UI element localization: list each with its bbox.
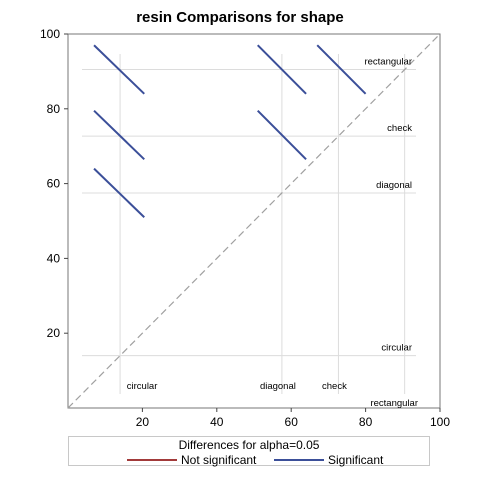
ref-label-bottom-circular: circular	[127, 381, 158, 392]
legend-item-not-significant: Not significant	[127, 453, 257, 467]
comparison-segment-3	[93, 167, 145, 218]
comparison-segment-4	[257, 44, 307, 95]
ref-label-right-check: check	[387, 123, 412, 134]
y-tick-label-100: 100	[40, 27, 60, 41]
y-tick-label-20: 20	[47, 326, 61, 340]
x-tick-label-20: 20	[136, 415, 150, 429]
ref-label-right-rectangular: rectangular	[364, 57, 412, 68]
chart-title: resin Comparisons for shape	[136, 9, 344, 26]
ref-label-bottom-rectangular: rectangular	[370, 398, 418, 409]
y-tick-label-40: 40	[47, 251, 61, 265]
ref-label-bottom-diagonal: diagonal	[260, 381, 296, 392]
legend: Differences for alpha=0.05 Not significa…	[68, 436, 430, 467]
ref-label-right-diagonal: diagonal	[376, 180, 412, 191]
ref-label-right-circular: circular	[381, 343, 412, 354]
x-tick-label-100: 100	[430, 415, 450, 429]
legend-label-not-significant: Not significant	[181, 453, 257, 467]
plot-frame	[67, 33, 441, 409]
comparison-segment-5	[257, 109, 307, 160]
x-tick-label-40: 40	[210, 415, 224, 429]
legend-item-significant: Significant	[274, 453, 384, 467]
ref-label-bottom-check: check	[322, 381, 347, 392]
legend-swatch-significant	[274, 458, 324, 461]
y-tick-label-80: 80	[47, 102, 61, 116]
legend-label-significant: Significant	[328, 453, 384, 467]
comparison-segment-6	[316, 44, 367, 95]
comparison-segment-2	[93, 109, 145, 161]
comparison-segment-1	[93, 44, 145, 95]
x-tick-label-80: 80	[359, 415, 373, 429]
y-tick-label-60: 60	[47, 177, 61, 191]
legend-swatch-not-significant	[127, 458, 177, 461]
legend-title: Differences for alpha=0.05	[178, 438, 320, 452]
x-tick-label-60: 60	[285, 415, 299, 429]
